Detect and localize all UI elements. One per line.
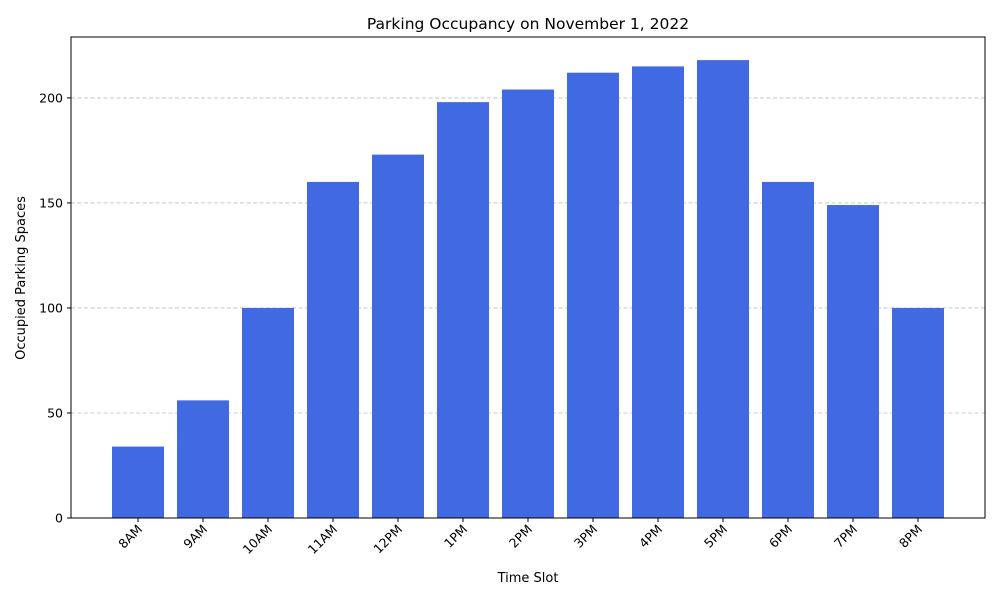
x-tick-label: 10AM: [240, 522, 276, 558]
y-tick-label: 200: [39, 90, 63, 105]
bar-4pm: [632, 66, 684, 518]
bar-8pm: [892, 307, 944, 518]
y-tick-label: 50: [47, 405, 63, 420]
x-tick-label: 9AM: [180, 522, 210, 552]
bar-2pm: [502, 89, 554, 518]
x-tick-label: 1PM: [441, 522, 470, 551]
bar-12pm: [372, 154, 424, 518]
bars: [112, 60, 944, 519]
bar-8am: [112, 446, 164, 518]
y-tick-label: 0: [55, 511, 63, 526]
bar-3pm: [567, 72, 619, 518]
bar-10am: [242, 307, 294, 518]
y-tick-label: 150: [39, 195, 63, 210]
x-tick-label: 8PM: [896, 522, 925, 551]
y-ticks: 0 50 100 150 200: [39, 90, 71, 526]
y-tick-label: 100: [39, 300, 63, 315]
bar-5pm: [697, 60, 749, 519]
x-tick-label: 7PM: [831, 522, 860, 551]
bar-11am: [307, 181, 359, 519]
chart-title: Parking Occupancy on November 1, 2022: [367, 15, 689, 33]
x-tick-label: 5PM: [701, 522, 730, 551]
x-tick-label: 8AM: [115, 522, 145, 552]
x-ticks: 8AM 9AM 10AM 11AM 12PM 1PM 2PM 3PM 4PM 5PM 6PM 7PM 8…: [115, 518, 925, 557]
x-tick-label: 11AM: [305, 522, 341, 558]
y-axis-title: Occupied Parking Spaces: [14, 196, 29, 360]
x-tick-label: 2PM: [506, 522, 535, 551]
bar-7pm: [827, 205, 879, 519]
bar-1pm: [437, 102, 489, 519]
x-axis-title: Time Slot: [497, 571, 559, 586]
bar-9am: [177, 400, 229, 518]
x-tick-label: 12PM: [370, 522, 405, 557]
x-tick-label: 6PM: [766, 522, 795, 551]
x-tick-label: 3PM: [571, 522, 600, 551]
bar-6pm: [762, 181, 814, 519]
x-tick-label: 4PM: [636, 522, 665, 551]
